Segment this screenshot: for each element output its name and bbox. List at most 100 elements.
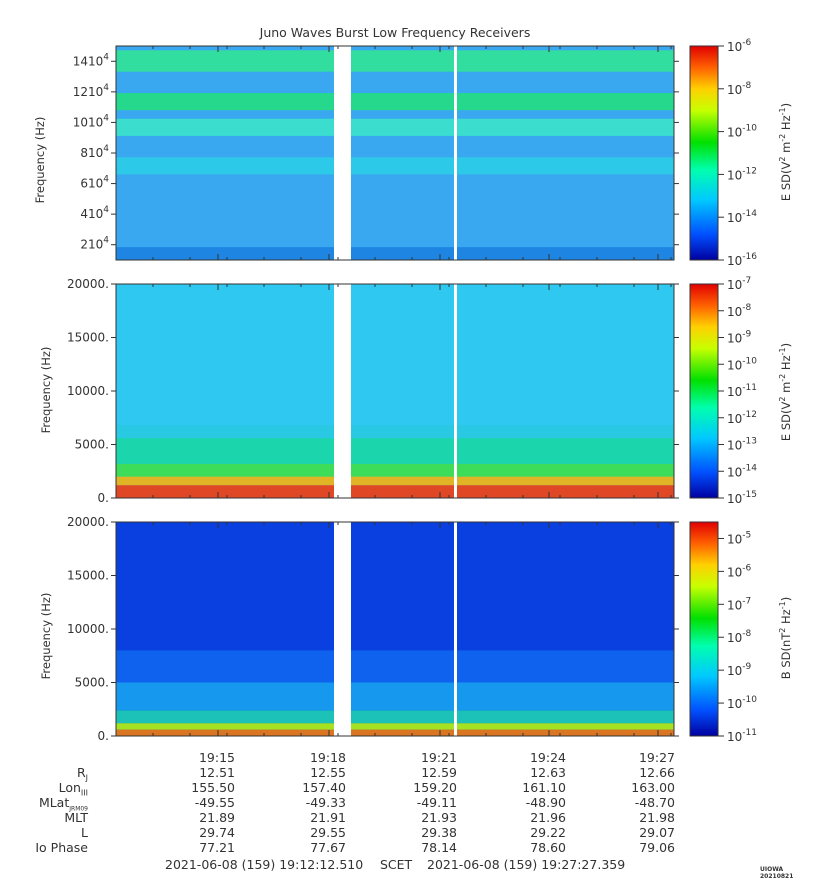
colorbar-tick-label: 10-10 bbox=[727, 356, 757, 372]
ytick-label: 10000. bbox=[67, 622, 109, 636]
ytick-label: 10104 bbox=[73, 113, 110, 129]
spectral-band bbox=[116, 463, 674, 477]
ytick-label: 12104 bbox=[73, 83, 110, 99]
colorbar-tick-label: 10-16 bbox=[727, 252, 757, 268]
ephemeris-value: 29.55 bbox=[310, 825, 346, 840]
ephemeris-value: 12.51 bbox=[199, 765, 235, 780]
colorbar-tick-label: 10-8 bbox=[727, 81, 752, 97]
ytick-label: 15000. bbox=[67, 331, 109, 345]
spectral-band bbox=[116, 723, 674, 730]
colorbar-tick-label: 10-12 bbox=[727, 410, 757, 426]
ytick-label: 2104 bbox=[80, 236, 109, 252]
spectral-band bbox=[116, 438, 674, 464]
colorbar-tick-label: 10-14 bbox=[727, 209, 757, 225]
panel-bottom-ylabel: Frequency (Hz) bbox=[39, 593, 53, 680]
spectral-band bbox=[116, 710, 674, 724]
colorbar-tick-label: 10-13 bbox=[727, 437, 757, 453]
ephemeris-value: 157.40 bbox=[302, 780, 346, 795]
ytick-label: 5000. bbox=[75, 676, 109, 690]
spectral-band bbox=[116, 425, 674, 439]
data-gap bbox=[334, 46, 351, 260]
footer-start-time: 2021-06-08 (159) 19:12:12.510 bbox=[165, 857, 364, 872]
spectral-band bbox=[116, 50, 674, 72]
credit-stamp: UIOWA 20210821 bbox=[760, 866, 794, 880]
colorbar-tick-label: 10-5 bbox=[727, 530, 751, 546]
colorbar-tick-label: 10-14 bbox=[727, 463, 757, 479]
ephemeris-value: 77.67 bbox=[310, 840, 346, 855]
colorbar-tick-label: 10-7 bbox=[727, 596, 751, 612]
ephemeris-value: 29.74 bbox=[199, 825, 235, 840]
spectral-band bbox=[116, 157, 674, 175]
ytick-label: 20000. bbox=[67, 277, 109, 291]
ephemeris-value: 12.55 bbox=[310, 765, 346, 780]
ephemeris-value: -48.90 bbox=[525, 795, 566, 810]
colorbar-tick-label: 10-8 bbox=[727, 629, 752, 645]
data-gap bbox=[334, 284, 351, 498]
spectral-band bbox=[116, 729, 674, 736]
ytick-label: 0. bbox=[98, 729, 109, 743]
ephemeris-value: 29.38 bbox=[421, 825, 457, 840]
ephemeris-value: 77.21 bbox=[199, 840, 235, 855]
spectral-band bbox=[116, 118, 674, 136]
data-gap-thin bbox=[454, 522, 457, 736]
spectral-band bbox=[116, 650, 674, 683]
panel-middle-cbar-label: E SD(V2 m-2 Hz-1) bbox=[778, 343, 793, 441]
colorbar-tick-label: 10-9 bbox=[727, 330, 752, 346]
chart-title: Juno Waves Burst Low Frequency Receivers bbox=[259, 25, 531, 40]
ephemeris-value: 21.96 bbox=[530, 810, 566, 825]
ytick-label: 10000. bbox=[67, 384, 109, 398]
ephem-label-rj: RJ bbox=[76, 765, 88, 783]
ephem-label-mlt: MLT bbox=[64, 810, 88, 825]
ephemeris-value: -49.55 bbox=[194, 795, 235, 810]
colorbar-tick-label: 10-15 bbox=[727, 490, 757, 506]
ephemeris-value: 29.22 bbox=[530, 825, 566, 840]
colorbar-tick-label: 10-10 bbox=[727, 695, 757, 711]
ytick-label: 6104 bbox=[80, 175, 109, 191]
colorbar-tick-label: 10-8 bbox=[727, 303, 752, 319]
panel-middle-ylabel: Frequency (Hz) bbox=[39, 347, 53, 434]
colorbar-tick-label: 10-6 bbox=[727, 38, 752, 54]
ytick-label: 0. bbox=[98, 491, 109, 505]
colorbar-tick-label: 10-10 bbox=[727, 124, 757, 140]
colorbar-tick-label: 10-11 bbox=[727, 728, 757, 744]
time-tick-label: 19:21 bbox=[421, 750, 457, 765]
spectral-band bbox=[116, 476, 674, 486]
time-tick-label: 19:27 bbox=[639, 750, 675, 765]
panel-middle-colorbar bbox=[689, 283, 719, 499]
time-tick-label: 19:18 bbox=[310, 750, 346, 765]
spectral-band bbox=[116, 682, 674, 711]
ytick-label: 8104 bbox=[80, 144, 109, 160]
footer-scet-label: SCET bbox=[380, 857, 413, 872]
panel-top-colorbar bbox=[689, 45, 719, 261]
panel-top-plot bbox=[116, 46, 674, 260]
panel-middle: 20000. 15000. 10000. 5000. 0. Frequency (Hz)… bbox=[39, 276, 793, 506]
panel-top-cbar-label: E SD(V2 m-2 Hz-1) bbox=[778, 103, 793, 201]
spectral-band bbox=[116, 247, 674, 260]
footer-end-time: 2021-06-08 (159) 19:27:27.359 bbox=[427, 857, 626, 872]
ephem-label-io-phase: Io Phase bbox=[35, 840, 88, 855]
panel-top-ylabel: Frequency (Hz) bbox=[33, 117, 47, 204]
ephemeris-value: 78.60 bbox=[530, 840, 566, 855]
ephemeris-value: -49.11 bbox=[416, 795, 457, 810]
ephemeris-value: 79.06 bbox=[639, 840, 675, 855]
panel-bottom-colorbar bbox=[689, 521, 719, 737]
colorbar-tick-label: 10-6 bbox=[727, 563, 752, 579]
ytick-label: 14104 bbox=[73, 52, 110, 68]
ephemeris-value: 12.63 bbox=[530, 765, 566, 780]
colorbar-tick-label: 10-11 bbox=[727, 383, 757, 399]
colorbar-tick-label: 10-7 bbox=[727, 276, 751, 292]
spectral-band bbox=[116, 93, 674, 111]
ephemeris-value: 21.91 bbox=[310, 810, 346, 825]
panel-bottom-cbar-label: B SD(nT2 Hz-1) bbox=[778, 597, 793, 679]
ytick-label: 20000. bbox=[67, 515, 109, 529]
ytick-label: 4104 bbox=[80, 205, 109, 221]
ephemeris-value: 21.93 bbox=[421, 810, 457, 825]
ephemeris-value: 155.50 bbox=[191, 780, 235, 795]
ephemeris-value: 29.07 bbox=[639, 825, 675, 840]
ephemeris-value: 78.14 bbox=[421, 840, 457, 855]
ephemeris-value: 159.20 bbox=[413, 780, 457, 795]
ephemeris-value: 21.98 bbox=[639, 810, 675, 825]
ytick-label: 15000. bbox=[67, 569, 109, 583]
panel-top: 14104 12104 10104 8104 6104 4104 2104 Frequenc… bbox=[33, 38, 793, 268]
